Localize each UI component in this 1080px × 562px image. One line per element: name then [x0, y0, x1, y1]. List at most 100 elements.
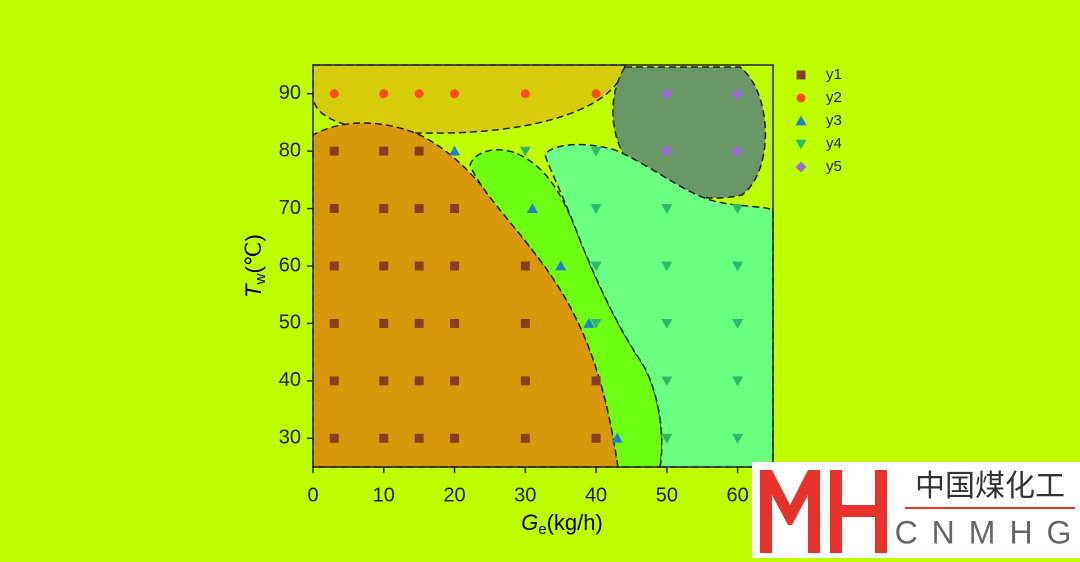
y-tick-label: 30: [279, 427, 301, 449]
point: [661, 433, 673, 444]
legend-marker: [795, 115, 807, 126]
legend-marker: [795, 161, 807, 173]
watermark: 中国煤化工 CNMHG: [752, 462, 1080, 558]
point: [591, 433, 601, 443]
point: [591, 376, 601, 386]
point: [450, 89, 460, 99]
x-tick-label: 60: [726, 484, 748, 506]
point: [414, 89, 424, 99]
x-tick-label: 50: [656, 484, 678, 506]
point: [732, 88, 744, 100]
y-tick-label: 70: [279, 197, 301, 219]
x-axis-label: Ge(kg/h): [521, 510, 603, 538]
legend-marker: [795, 139, 807, 150]
point: [450, 318, 460, 328]
point: [379, 89, 389, 99]
point: [661, 145, 673, 157]
y-tick-label: 90: [279, 82, 301, 104]
x-tick-label: 40: [585, 484, 607, 506]
point: [520, 433, 530, 443]
point: [732, 376, 744, 387]
point: [732, 204, 744, 215]
point: [611, 432, 623, 443]
point: [379, 204, 389, 214]
point: [329, 318, 339, 328]
point: [450, 261, 460, 271]
point: [591, 89, 601, 99]
point: [414, 146, 424, 156]
point: [414, 261, 424, 271]
legend-label: y4: [826, 135, 842, 152]
watermark-text: 中国煤化工: [915, 470, 1065, 503]
point: [520, 318, 530, 328]
point: [329, 204, 339, 214]
point: [583, 317, 595, 328]
point: [379, 261, 389, 271]
point: [520, 89, 530, 99]
point: [449, 145, 461, 156]
region-y2: [312, 64, 626, 134]
legend-marker: [796, 93, 806, 103]
point: [732, 261, 744, 272]
y-axis-label: Tw(℃): [241, 234, 269, 298]
point: [661, 319, 673, 329]
point: [732, 145, 744, 157]
x-label-symbol: G: [521, 510, 538, 535]
point: [379, 318, 389, 328]
point: [590, 319, 602, 329]
point: [590, 204, 602, 215]
watermark-subtext: CNMHG: [895, 514, 1080, 550]
point: [590, 146, 602, 157]
point: [329, 261, 339, 271]
y-tick-label: 60: [279, 254, 301, 276]
y-label-symbol: T: [241, 283, 266, 298]
point: [661, 204, 673, 215]
y-tick-label: 40: [279, 369, 301, 391]
legend-label: y5: [826, 158, 842, 175]
point: [450, 433, 460, 443]
region-y4: [544, 143, 774, 468]
point: [329, 433, 339, 443]
point: [519, 146, 531, 157]
point: [526, 203, 538, 213]
point: [414, 318, 424, 328]
point: [450, 204, 460, 214]
legend-label: y1: [826, 66, 842, 83]
x-tick-label: 10: [373, 484, 395, 506]
x-tick-label: 0: [307, 484, 318, 506]
point: [379, 376, 389, 386]
point: [379, 433, 389, 443]
x-tick-label: 20: [443, 484, 465, 506]
x-label-subscript: e: [538, 521, 546, 538]
y-tick-label: 80: [279, 139, 301, 161]
watermark-logo: [760, 470, 887, 553]
point: [520, 261, 530, 271]
point: [520, 376, 530, 386]
point: [414, 433, 424, 443]
point: [329, 89, 339, 99]
point: [414, 204, 424, 214]
point: [661, 261, 673, 272]
point: [661, 88, 673, 100]
point: [590, 261, 602, 272]
point: [732, 433, 744, 444]
regions: [312, 64, 774, 468]
legend-label: y3: [826, 112, 842, 129]
point: [732, 319, 744, 329]
point: [379, 146, 389, 156]
point: [661, 376, 673, 387]
point: [555, 260, 567, 271]
point: [414, 376, 424, 386]
x-tick-label: 30: [514, 484, 536, 506]
point: [329, 146, 339, 156]
region-y5: [612, 66, 767, 199]
x-label-unit: (kg/h): [547, 510, 603, 535]
point: [450, 376, 460, 386]
legend-label: y2: [826, 89, 842, 106]
point: [329, 376, 339, 386]
y-tick-label: 50: [279, 312, 301, 334]
y-label-subscript: w: [252, 273, 269, 285]
legend-marker: [796, 70, 806, 80]
y-label-unit: (℃): [241, 234, 266, 273]
